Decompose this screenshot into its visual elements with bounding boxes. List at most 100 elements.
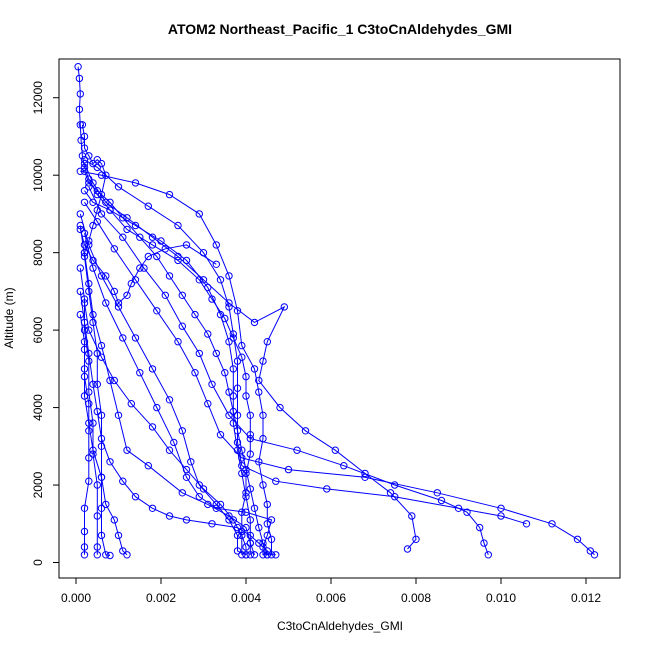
x-tick-label: 0.008 xyxy=(401,591,431,605)
data-point xyxy=(76,90,85,98)
data-point xyxy=(272,477,280,485)
data-point xyxy=(403,545,412,553)
data-point xyxy=(75,105,84,114)
series-line xyxy=(84,163,417,550)
x-tick-label: 0.002 xyxy=(146,591,176,605)
data-point xyxy=(123,225,131,234)
data-point xyxy=(80,299,89,307)
data-point xyxy=(93,551,102,559)
data-point xyxy=(97,210,106,218)
data-point xyxy=(119,547,127,555)
data-point xyxy=(85,400,93,408)
data-point xyxy=(480,539,488,547)
data-point xyxy=(144,202,153,210)
x-axis-label: C3toCnAldehydes_GMI xyxy=(277,619,403,633)
data-point xyxy=(127,400,136,408)
data-point xyxy=(246,516,255,524)
data-point xyxy=(391,481,399,489)
data-point xyxy=(114,531,123,540)
data-point xyxy=(119,214,127,222)
data-point xyxy=(93,163,102,172)
data-point xyxy=(80,551,89,559)
data-point xyxy=(195,481,204,489)
data-point xyxy=(85,357,93,365)
data-point xyxy=(85,237,93,245)
data-point xyxy=(89,419,97,427)
data-point xyxy=(85,454,93,462)
data-point xyxy=(233,446,242,454)
data-point xyxy=(182,473,191,481)
data-point xyxy=(212,260,221,268)
data-point xyxy=(106,551,114,560)
data-point xyxy=(408,512,416,520)
data-point xyxy=(242,523,250,532)
data-point xyxy=(165,512,174,520)
data-point xyxy=(80,159,89,168)
x-tick-label: 0.010 xyxy=(486,591,516,605)
data-point xyxy=(182,241,191,249)
data-point xyxy=(76,287,85,296)
x-tick-label: 0.000 xyxy=(61,591,91,605)
series-layer xyxy=(74,62,599,560)
data-point xyxy=(75,74,84,83)
data-point xyxy=(80,345,89,354)
data-point xyxy=(225,411,233,419)
data-point xyxy=(97,171,106,179)
data-point xyxy=(80,372,89,381)
data-point xyxy=(225,303,233,311)
series xyxy=(74,62,255,559)
series-line xyxy=(79,225,111,556)
data-point xyxy=(93,349,102,358)
data-point xyxy=(242,551,250,559)
data-point xyxy=(246,434,255,443)
data-point xyxy=(85,427,93,435)
series xyxy=(80,299,250,559)
data-point xyxy=(85,179,93,187)
data-point xyxy=(255,376,263,385)
data-point xyxy=(106,198,114,207)
data-point xyxy=(80,249,89,257)
data-point xyxy=(136,264,144,272)
data-point xyxy=(233,357,242,365)
series xyxy=(85,183,492,559)
data-point xyxy=(225,272,233,280)
data-point xyxy=(178,291,187,299)
data-point xyxy=(437,496,446,505)
y-tick-label: 4000 xyxy=(31,394,45,421)
data-point xyxy=(276,403,284,412)
data-point xyxy=(131,493,140,501)
data-point xyxy=(174,256,182,265)
data-point xyxy=(97,434,106,443)
data-point xyxy=(89,380,97,388)
series-line xyxy=(79,291,268,555)
data-point xyxy=(165,272,174,280)
data-point xyxy=(89,446,97,454)
data-point xyxy=(187,458,195,466)
data-point xyxy=(80,527,89,536)
data-point xyxy=(259,411,267,419)
data-point xyxy=(250,365,259,373)
data-point xyxy=(170,438,178,447)
data-point xyxy=(263,551,271,559)
data-point xyxy=(212,241,221,249)
plot-frame xyxy=(58,58,621,579)
data-point xyxy=(267,551,276,559)
series xyxy=(80,167,271,559)
data-point xyxy=(238,531,246,540)
data-point xyxy=(233,307,242,315)
data-point xyxy=(250,551,259,559)
data-point xyxy=(97,272,106,280)
data-point xyxy=(102,551,110,559)
data-point xyxy=(80,338,89,346)
y-tick-label: 10000 xyxy=(31,158,45,192)
data-point xyxy=(123,551,131,559)
data-point xyxy=(93,543,102,551)
data-point xyxy=(74,62,82,71)
data-point xyxy=(76,264,85,272)
data-point xyxy=(238,446,246,454)
data-point xyxy=(85,279,93,288)
data-point xyxy=(114,411,123,419)
series xyxy=(76,210,250,559)
data-point xyxy=(97,190,106,199)
data-point xyxy=(93,481,102,489)
